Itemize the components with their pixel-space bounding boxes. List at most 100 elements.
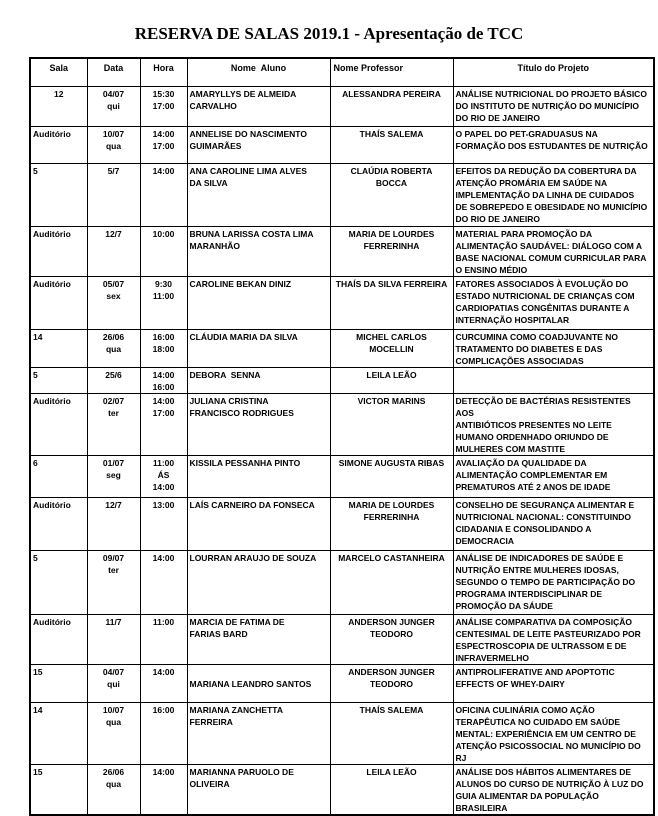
cell-data: 09/07 ter (86, 549, 141, 615)
cell-titulo: ANÁLISE DE INDICADORES DE SAÚDE E NUTRIÇ… (452, 549, 655, 615)
room-reservation-table: Sala Data Hora Nome Aluno Nome Professor Títu… (29, 57, 655, 816)
cell-aluno: MARIANA ZANCHETTA FERREIRA (186, 701, 331, 765)
page-title: RESERVA DE SALAS 2019.1 - Apresentação d… (134, 24, 524, 43)
cell-professor: ANDERSON JUNGER TEODORO (329, 613, 454, 665)
cell-professor: LEILA LEÃO (329, 763, 454, 815)
cell-professor: THAÍS SALEMA (329, 701, 454, 765)
cell-professor: SIMONE AUGUSTA RIBAS (329, 454, 454, 498)
cell-data: 01/07 seg (86, 454, 141, 498)
cell-data: 04/07 qui (86, 663, 141, 703)
cell-titulo: FATORES ASSOCIADOS À EVOLUÇÃO DO ESTADO … (452, 275, 655, 330)
column-header-aluno: Nome Aluno (186, 57, 331, 87)
cell-professor: ANDERSON JUNGER TEODORO (329, 663, 454, 703)
cell-titulo: EFEITOS DA REDUÇÃO DA COBERTURA DA ATENÇ… (452, 162, 655, 227)
column-header-titulo: Título do Projeto (452, 57, 655, 87)
cell-hora: 14:00 16:00 (139, 366, 188, 394)
cell-sala: Auditório (29, 496, 88, 551)
document-page: { "page_title": "RESERVA DE SALAS 2019.1… (29, 24, 655, 816)
cell-aluno: ANNELISE DO NASCIMENTO GUIMARÃES (186, 125, 331, 164)
table-row: 14 26/06 qua 16:00 18:00 CLÁUDIA MARIA DA S… (29, 328, 655, 368)
cell-data: 5/7 (86, 162, 141, 227)
table-row: 5 09/07 ter 14:00 LOURRAN ARAUJO DE SOUZA MA… (29, 549, 655, 615)
cell-professor: CLAÚDIA ROBERTA BOCCA (329, 162, 454, 227)
cell-titulo: MATERIAL PARA PROMOÇÃO DA ALIMENTAÇÃO SA… (452, 225, 655, 277)
table-row: Auditório 12/7 13:00 LAÍS CARNEIRO DA FONSE… (29, 496, 655, 551)
cell-data: 05/07 sex (86, 275, 141, 330)
cell-titulo: CURCUMINA COMO COADJUVANTE NO TRATAMENTO… (452, 328, 655, 368)
cell-aluno: MARCIA DE FATIMA DE FARIAS BARD (186, 613, 331, 665)
cell-titulo: O PAPEL DO PET-GRADUASUS NA FORMAÇÃO DOS… (452, 125, 655, 164)
cell-professor: ALESSANDRA PEREIRA (329, 85, 454, 127)
cell-titulo: CONSELHO DE SEGURANÇA ALIMENTAR E NUTRIC… (452, 496, 655, 551)
cell-professor: MARIA DE LOURDES FERRERINHA (329, 496, 454, 551)
cell-sala: 15 (29, 663, 88, 703)
cell-aluno: CAROLINE BEKAN DINIZ (186, 275, 331, 330)
cell-data: 02/07 ter (86, 392, 141, 456)
cell-titulo: ANTIPROLIFERATIVE AND APOPTOTIC EFFECTS … (452, 663, 655, 703)
cell-sala: Auditório (29, 125, 88, 164)
cell-titulo: DETECÇÃO DE BACTÉRIAS RESISTENTES AOS AN… (452, 392, 655, 456)
table-header-row: Sala Data Hora Nome Aluno Nome Professor Títu… (29, 57, 655, 87)
cell-titulo: ANÁLISE COMPARATIVA DA COMPOSIÇÃO CENTES… (452, 613, 655, 665)
column-header-professor: Nome Professor (329, 57, 454, 87)
cell-aluno: KISSILA PESSANHA PINTO (186, 454, 331, 498)
cell-sala: 15 (29, 763, 88, 815)
cell-aluno: ANA CAROLINE LIMA ALVES DA SILVA (186, 162, 331, 227)
cell-hora: 11:00 ÁS 14:00 (139, 454, 188, 498)
cell-sala: 12 (29, 85, 88, 127)
cell-hora: 14:00 (139, 663, 188, 703)
cell-aluno: JULIANA CRISTINA FRANCISCO RODRIGUES (186, 392, 331, 456)
table-row: 5 25/6 14:00 16:00 DEBORA SENNA LEILA LEÃO (29, 366, 655, 394)
cell-hora: 14:00 (139, 162, 188, 227)
cell-hora: 10:00 (139, 225, 188, 277)
cell-titulo: OFICINA CULINÁRIA COMO AÇÃO TERAPÊUTICA … (452, 701, 655, 765)
cell-aluno: LAÍS CARNEIRO DA FONSECA (186, 496, 331, 551)
cell-hora: 16:00 18:00 (139, 328, 188, 368)
cell-sala: 5 (29, 549, 88, 615)
cell-aluno: MARIANNA PARUOLO DE OLIVEIRA (186, 763, 331, 815)
cell-titulo: AVALIAÇÃO DA QUALIDADE DA ALIMENTAÇÃO CO… (452, 454, 655, 498)
cell-data: 25/6 (86, 366, 141, 394)
cell-data: 10/07 qua (86, 701, 141, 765)
table-row: Auditório 05/07 sex 9:30 11:00 CAROLINE BEK… (29, 275, 655, 330)
cell-hora: 14:00 17:00 (139, 125, 188, 164)
cell-hora: 15:30 17:00 (139, 85, 188, 127)
cell-professor: THAÍS SALEMA (329, 125, 454, 164)
cell-hora: 13:00 (139, 496, 188, 551)
cell-sala: Auditório (29, 275, 88, 330)
table-row: Auditório 02/07 ter 14:00 17:00 JULIANA CRI… (29, 392, 655, 456)
cell-data: 12/7 (86, 496, 141, 551)
cell-hora: 14:00 17:00 (139, 392, 188, 456)
cell-data: 04/07 qui (86, 85, 141, 127)
table-row: Auditório 11/7 11:00 MARCIA DE FATIMA DE FA… (29, 613, 655, 665)
table-body: 12 04/07 qui 15:30 17:00 AMARYLLYS DE ALMEI… (29, 85, 655, 815)
cell-titulo: ANÁLISE DOS HÁBITOS ALIMENTARES DE ALUNO… (452, 763, 655, 815)
cell-sala: Auditório (29, 392, 88, 456)
cell-sala: Auditório (29, 225, 88, 277)
cell-data: 11/7 (86, 613, 141, 665)
table-row: 15 26/06 qua 14:00 MARIANNA PARUOLO DE OLIV… (29, 763, 655, 815)
cell-hora: 14:00 (139, 549, 188, 615)
cell-hora: 16:00 (139, 701, 188, 765)
table-row: 12 04/07 qui 15:30 17:00 AMARYLLYS DE ALMEI… (29, 85, 655, 127)
cell-sala: 6 (29, 454, 88, 498)
cell-aluno: CLÁUDIA MARIA DA SILVA (186, 328, 331, 368)
cell-sala: 5 (29, 366, 88, 394)
cell-data: 12/7 (86, 225, 141, 277)
cell-data: 26/06 qua (86, 328, 141, 368)
cell-titulo: ANÁLISE NUTRICIONAL DO PROJETO BÁSICO DO… (452, 85, 655, 127)
cell-sala: 14 (29, 701, 88, 765)
cell-data: 10/07 qua (86, 125, 141, 164)
table-row: Auditório 12/7 10:00 BRUNA LARISSA COSTA LI… (29, 225, 655, 277)
cell-sala: 14 (29, 328, 88, 368)
column-header-hora: Hora (139, 57, 188, 87)
cell-professor: VICTOR MARINS (329, 392, 454, 456)
table-row: 5 5/7 14:00 ANA CAROLINE LIMA ALVES DA SILV… (29, 162, 655, 227)
cell-data: 26/06 qua (86, 763, 141, 815)
table-row: 15 04/07 qui 14:00 MARIANA LEANDRO SANTOS A… (29, 663, 655, 703)
cell-hora: 11:00 (139, 613, 188, 665)
table-row: 6 01/07 seg 11:00 ÁS 14:00 KISSILA PESSANHA… (29, 454, 655, 498)
column-header-data: Data (86, 57, 141, 87)
table-row: Auditório 10/07 qua 14:00 17:00 ANNELISE DO… (29, 125, 655, 164)
cell-professor: MICHEL CARLOS MOCELLIN (329, 328, 454, 368)
